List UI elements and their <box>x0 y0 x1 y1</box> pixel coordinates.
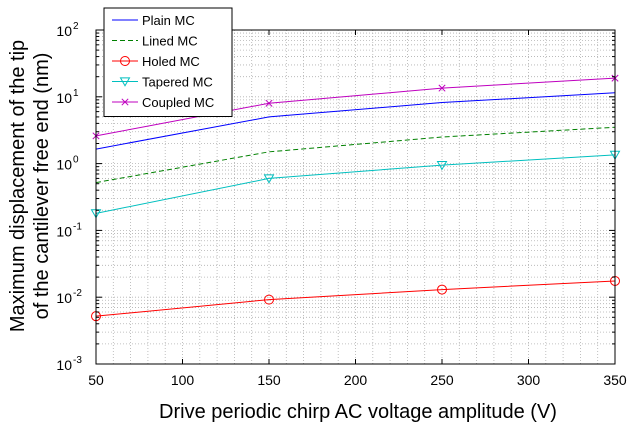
series-lined-mc <box>95 126 616 184</box>
x-tick-label: 300 <box>517 372 541 388</box>
x-tick-label: 150 <box>257 372 281 388</box>
tick-marks <box>95 30 616 364</box>
data-point <box>264 294 274 305</box>
y-axis-label-line1: Maximum displacement of the tip <box>7 40 29 332</box>
data-point <box>265 99 273 107</box>
data-point <box>120 56 130 66</box>
x-tick-label: 200 <box>344 372 368 388</box>
x-tick-labels: 50 100 150 200 250 300 350 <box>88 372 627 388</box>
y-tick-exponent: -2 <box>73 288 82 299</box>
data-point <box>263 174 275 184</box>
data-point <box>437 284 447 295</box>
y-tick-exponent: 2 <box>73 21 79 32</box>
series-line <box>95 92 616 150</box>
grid <box>96 30 615 364</box>
y-tick-base: 10 <box>56 23 72 39</box>
data-point <box>121 98 129 106</box>
legend: Plain MC Lined MC Holed MC Tapered MC Couple… <box>103 7 233 117</box>
x-axis-label: Drive periodic chirp AC voltage amplitud… <box>159 401 557 423</box>
y-tick-base: 10 <box>56 157 72 173</box>
legend-item: Tapered MC <box>112 75 213 90</box>
y-tick-exponent: -3 <box>73 355 82 366</box>
legend-label: Holed MC <box>142 54 200 69</box>
series-line <box>95 154 616 214</box>
x-tick-label: 50 <box>88 372 104 388</box>
y-tick-base: 10 <box>56 90 72 106</box>
legend-item: Plain MC <box>112 13 195 28</box>
y-tick-label: 10 -2 <box>56 288 82 306</box>
legend-label: Lined MC <box>142 34 198 49</box>
y-tick-label: 10 0 <box>56 155 79 173</box>
series-plain-mc <box>95 92 616 150</box>
series-line <box>95 77 616 137</box>
x-tick-label: 100 <box>171 372 195 388</box>
x-tick-label: 350 <box>603 372 627 388</box>
data-point <box>438 84 446 92</box>
legend-item: Coupled MC <box>112 95 214 110</box>
legend-label: Plain MC <box>142 13 195 28</box>
legend-box <box>103 7 233 117</box>
y-tick-label: 10 2 <box>56 21 79 39</box>
y-tick-base: 10 <box>56 290 72 306</box>
legend-item: Lined MC <box>112 34 198 49</box>
y-tick-label: 10 1 <box>56 88 79 106</box>
y-tick-base: 10 <box>56 357 72 373</box>
data-point <box>119 77 131 87</box>
legend-label: Coupled MC <box>142 95 214 110</box>
y-tick-exponent: 1 <box>73 88 79 99</box>
y-axis-label-line2: of the cantilever free end (nm) <box>31 53 53 320</box>
legend-item: Holed MC <box>112 54 200 69</box>
x-tick-label: 250 <box>430 372 454 388</box>
y-tick-exponent: 0 <box>73 155 79 166</box>
series-line <box>95 126 616 184</box>
y-tick-label: 10 -3 <box>56 355 82 373</box>
legend-label: Tapered MC <box>142 75 213 90</box>
y-tick-base: 10 <box>56 223 72 239</box>
data-point <box>436 160 448 171</box>
series-layer <box>90 74 621 322</box>
y-tick-exponent: -1 <box>73 221 82 232</box>
y-tick-label: 10 -1 <box>56 221 82 239</box>
series-line <box>95 280 616 317</box>
